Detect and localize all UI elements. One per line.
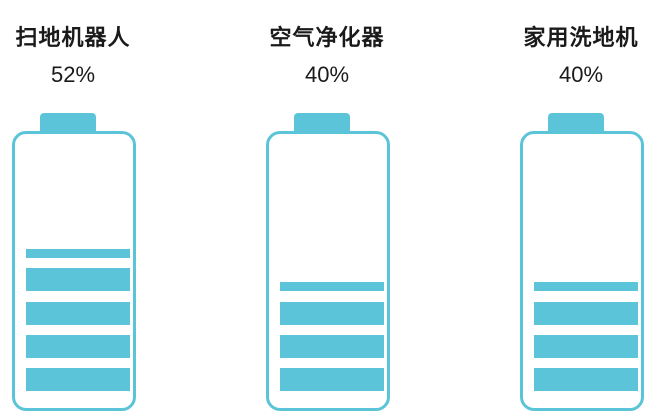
- charge-bar-1: [280, 282, 384, 291]
- device-card-floor-washer: 家用洗地机 40%: [511, 0, 646, 411]
- battery-icon: [12, 131, 136, 411]
- battery-terminal: [40, 113, 96, 135]
- battery-percent: 40%: [304, 62, 350, 87]
- battery-terminal: [548, 113, 604, 135]
- charge-bar-1: [26, 249, 130, 258]
- device-name: 家用洗地机: [523, 26, 639, 51]
- battery-icon: [266, 131, 390, 411]
- battery-terminal: [294, 113, 350, 135]
- charge-bar-2: [534, 302, 638, 325]
- device-name: 扫地机器人: [15, 26, 131, 51]
- charge-bar-2: [26, 268, 130, 291]
- charge-bar-5: [26, 368, 130, 391]
- device-card-air-purifier: 空气净化器 40%: [257, 0, 397, 411]
- device-card-robot-vacuum: 扫地机器人 52%: [3, 0, 143, 411]
- charge-bar-3: [26, 302, 130, 325]
- charge-bar-4: [534, 368, 638, 391]
- charge-bar-3: [280, 335, 384, 358]
- charge-bar-1: [534, 282, 638, 291]
- charge-bar-4: [26, 335, 130, 358]
- battery-percent: 52%: [50, 62, 96, 87]
- charge-bar-3: [534, 335, 638, 358]
- battery-percent: 40%: [558, 62, 604, 87]
- charge-bar-2: [280, 302, 384, 325]
- device-name: 空气净化器: [269, 26, 385, 51]
- charge-bar-4: [280, 368, 384, 391]
- battery-icon: [520, 131, 644, 411]
